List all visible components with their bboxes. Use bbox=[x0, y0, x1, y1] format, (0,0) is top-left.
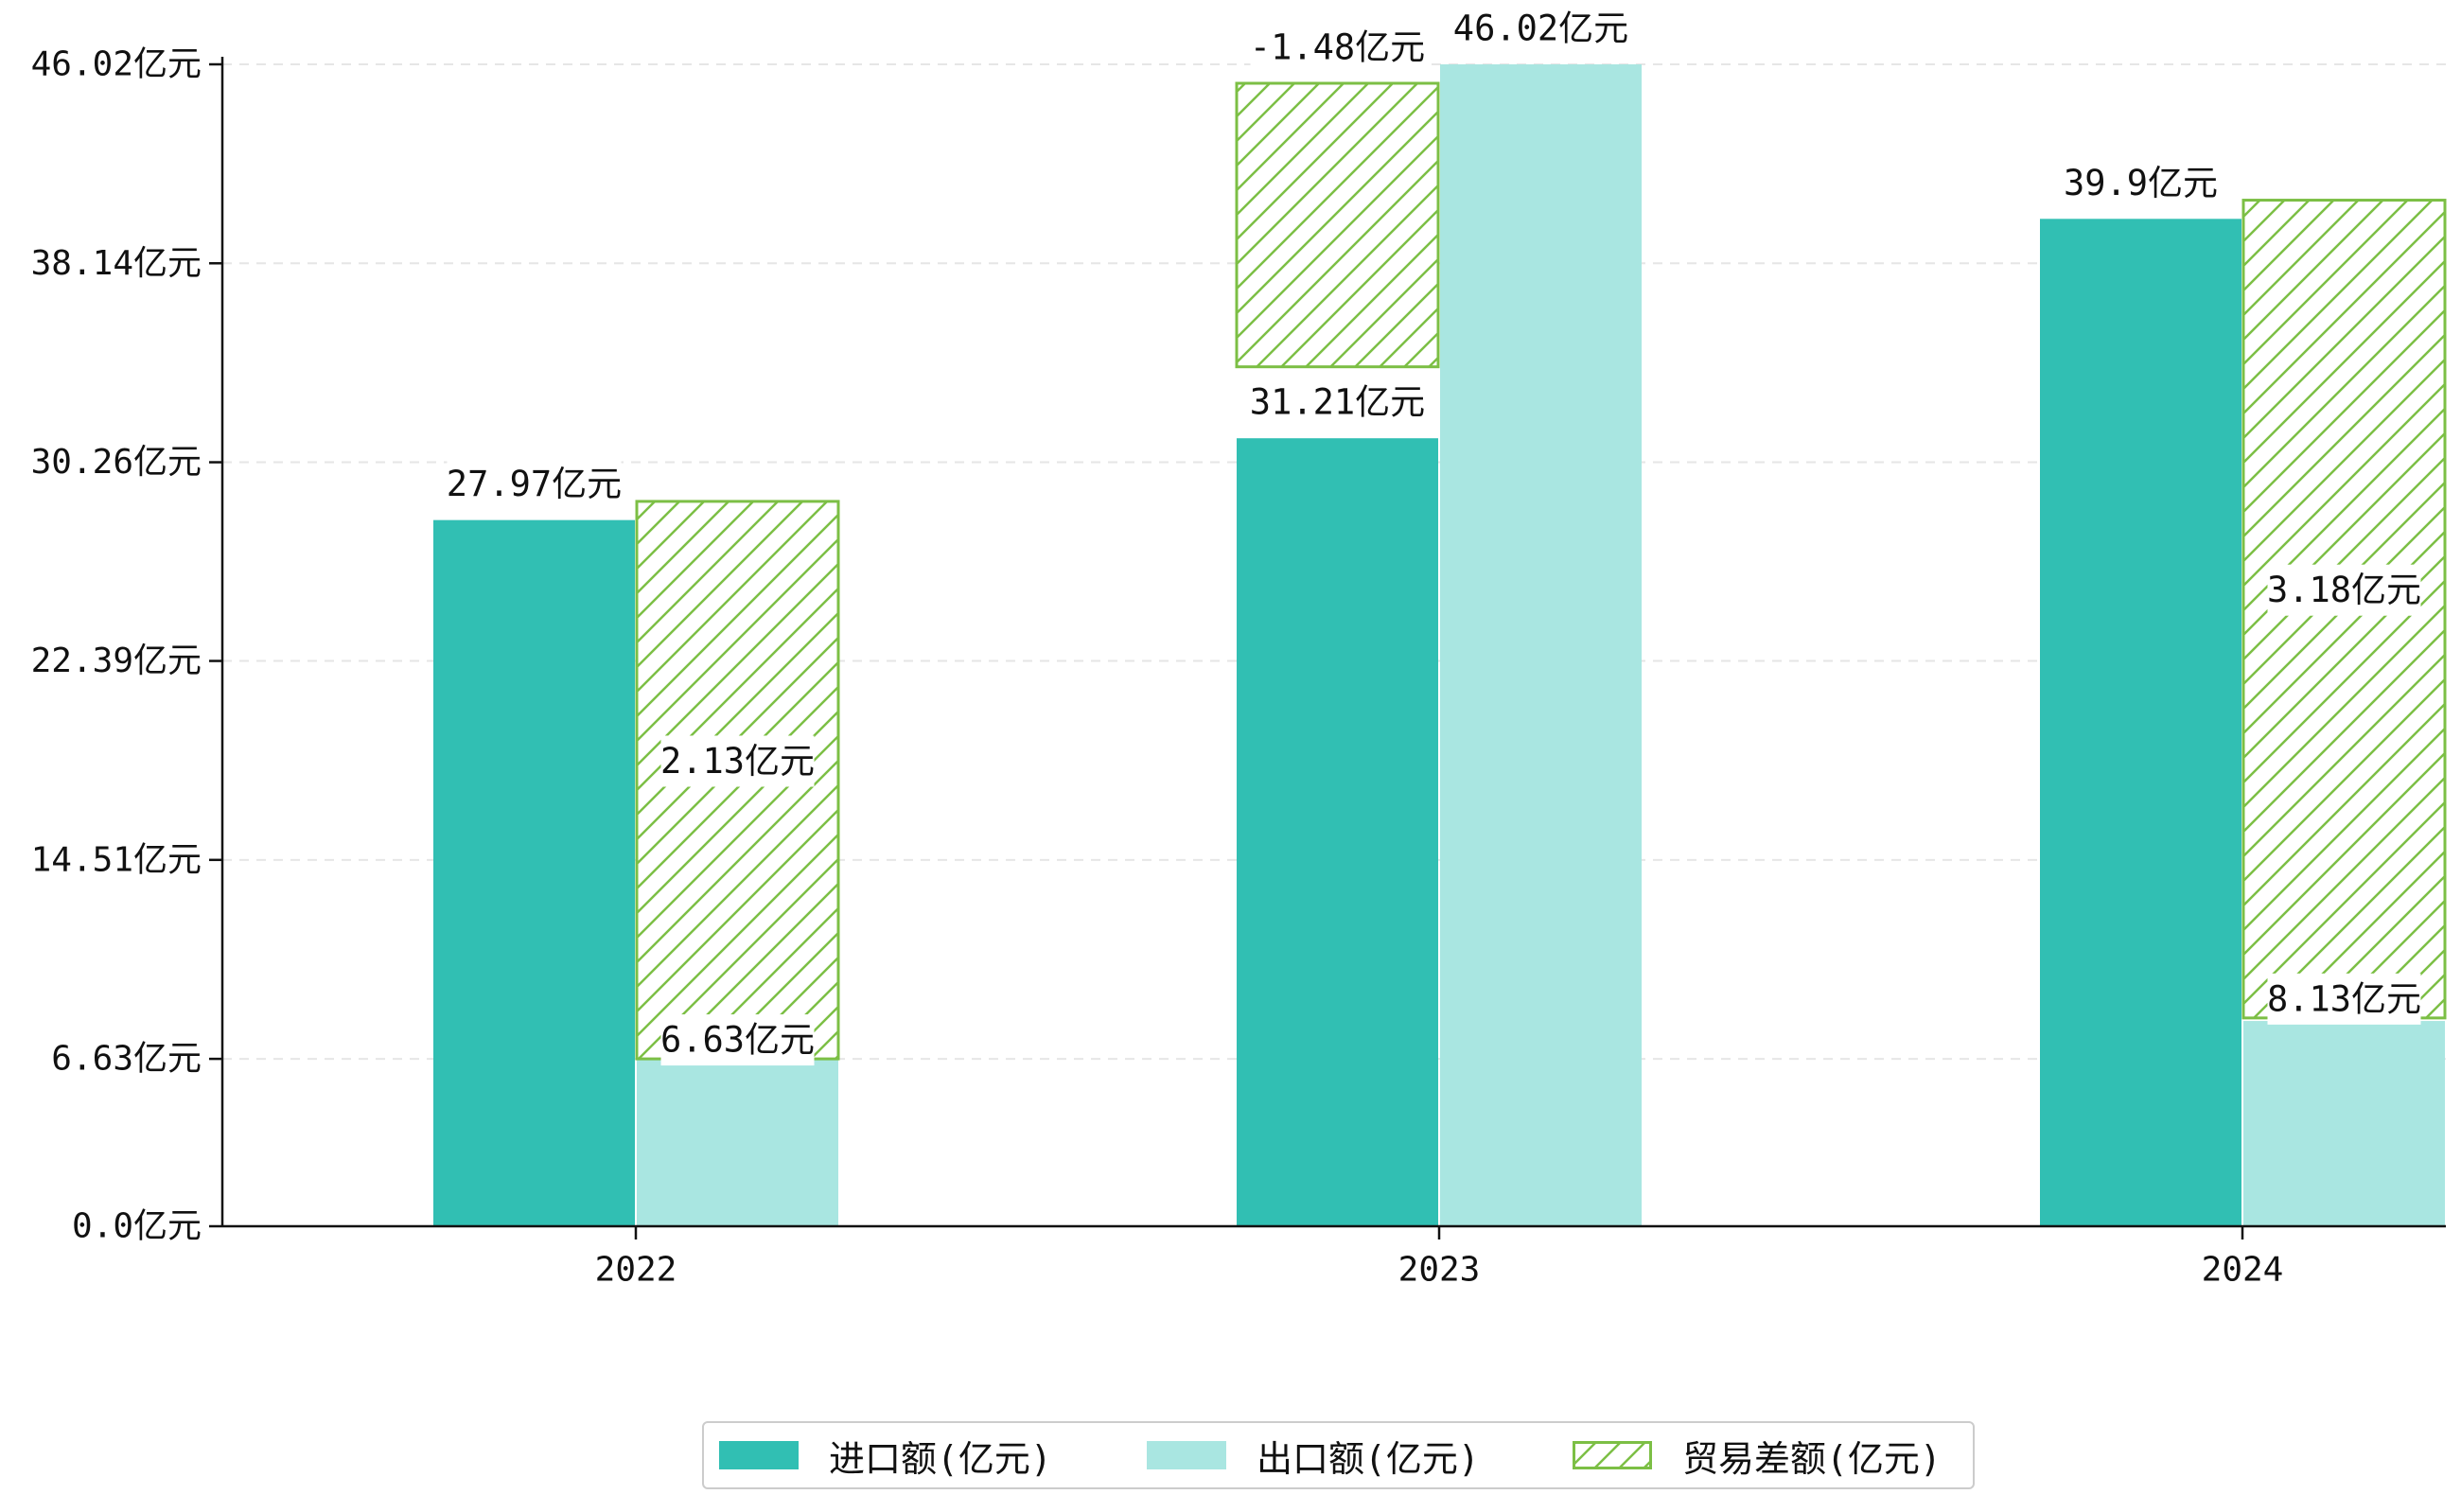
y-tick-label: 14.51亿元 bbox=[31, 840, 202, 879]
data-label-export-bg bbox=[660, 1014, 815, 1066]
legend-label-export: 出口额(亿元) bbox=[1257, 1437, 1480, 1480]
data-label-export: 6.63亿元 bbox=[660, 1020, 815, 1061]
y-tick-label: 46.02亿元 bbox=[31, 45, 202, 84]
data-label-import-bg bbox=[447, 458, 622, 510]
data-label-import-bg bbox=[2064, 157, 2218, 209]
data-label-import: 39.9亿元 bbox=[2064, 163, 2218, 203]
x-tick-label: 2024 bbox=[2202, 1251, 2284, 1290]
bar-import[interactable] bbox=[1237, 438, 1438, 1226]
legend-label-import: 进口额(亿元) bbox=[829, 1437, 1052, 1480]
data-label-import-bg bbox=[1250, 377, 1425, 429]
data-label-export-bg bbox=[2267, 973, 2421, 1025]
data-labels: 27.97亿元 6.63亿元 2.13亿元 31.21亿元 46.02亿元 -1.48亿元… bbox=[447, 3, 2421, 1066]
data-label-export: 46.02亿元 bbox=[1453, 9, 1628, 49]
legend: 进口额(亿元) 出口额(亿元) 贸易差额(亿元) bbox=[702, 1421, 1975, 1489]
legend-item-export[interactable]: 出口额(亿元) bbox=[1147, 1423, 1480, 1487]
y-tick-label: 0.0亿元 bbox=[72, 1207, 202, 1246]
data-label-trade-balance-bg bbox=[2267, 564, 2421, 616]
legend-swatch-export bbox=[1147, 1441, 1226, 1469]
bar-trade-balance[interactable] bbox=[1235, 81, 1440, 369]
y-tick-label: 6.63亿元 bbox=[51, 1040, 202, 1079]
legend-item-import[interactable]: 进口额(亿元) bbox=[719, 1423, 1052, 1487]
data-label-import: 27.97亿元 bbox=[447, 464, 622, 504]
x-tick-label: 2022 bbox=[595, 1251, 677, 1290]
data-label-trade-balance: -1.48亿元 bbox=[1250, 27, 1425, 68]
legend-swatch-import bbox=[719, 1441, 799, 1469]
data-label-trade-balance-bg bbox=[660, 735, 815, 787]
data-label-export-bg bbox=[1453, 3, 1628, 54]
bar-export[interactable] bbox=[2243, 1021, 2445, 1226]
y-tick-label: 30.26亿元 bbox=[31, 443, 202, 482]
bar-import[interactable] bbox=[433, 519, 635, 1226]
data-label-import: 31.21亿元 bbox=[1250, 382, 1425, 423]
data-label-trade-balance: 2.13亿元 bbox=[660, 741, 815, 782]
data-label-export: 8.13亿元 bbox=[2267, 978, 2421, 1019]
bar-export[interactable] bbox=[1440, 64, 1642, 1226]
x-tick-label: 2023 bbox=[1398, 1251, 1481, 1290]
data-label-trade-balance-bg bbox=[1250, 22, 1425, 74]
data-label-trade-balance: 3.18亿元 bbox=[2267, 570, 2421, 610]
y-tick-label: 22.39亿元 bbox=[31, 642, 202, 680]
bar-export[interactable] bbox=[637, 1059, 838, 1226]
legend-item-trade-balance[interactable]: 贸易差额(亿元) bbox=[1573, 1423, 1942, 1487]
legend-swatch-trade-balance bbox=[1573, 1441, 1652, 1469]
y-tick-label: 38.14亿元 bbox=[31, 244, 202, 283]
bar-import[interactable] bbox=[2040, 219, 2241, 1226]
axes: 0.0亿元 6.63亿元 14.51亿元 22.39亿元 30.26亿元 38.14亿元 4… bbox=[31, 45, 2446, 1290]
legend-label-trade-balance: 贸易差额(亿元) bbox=[1682, 1437, 1942, 1480]
